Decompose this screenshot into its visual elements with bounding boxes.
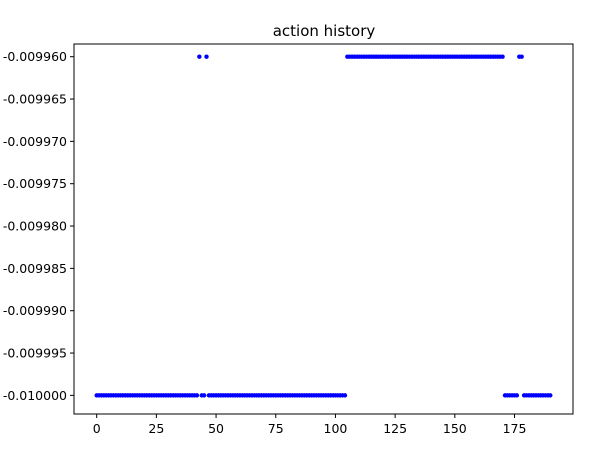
chart-title: action history [273, 22, 376, 40]
plot-area [74, 44, 573, 414]
y-tick-label: -0.009980 [3, 219, 67, 234]
data-point [514, 393, 520, 398]
data-point [197, 54, 202, 59]
data-points [94, 54, 553, 398]
x-axis-ticks: 0 25 50 75 100 125 150 175 [93, 414, 527, 436]
y-axis-ticks: -0.009960 -0.009965 -0.009970 -0.009975 -0.0… [3, 49, 74, 403]
x-tick-label: 100 [324, 421, 348, 436]
x-tick-label: 50 [208, 421, 224, 436]
x-tick-label: 150 [443, 421, 467, 436]
y-tick-label: -0.009985 [3, 261, 67, 276]
data-point [201, 393, 207, 398]
y-tick-label: -0.009990 [3, 303, 67, 318]
x-tick-label: 125 [383, 421, 407, 436]
data-point [519, 54, 524, 59]
x-tick-label: 0 [93, 421, 101, 436]
y-tick-label: -0.010000 [3, 388, 67, 403]
data-point [194, 393, 200, 398]
y-tick-label: -0.009995 [3, 346, 67, 361]
x-tick-label: 75 [268, 421, 284, 436]
y-tick-label: -0.009975 [3, 176, 67, 191]
x-tick-label: 25 [148, 421, 164, 436]
data-point [500, 54, 505, 59]
data-point [548, 393, 553, 398]
data-point [342, 393, 348, 398]
y-tick-label: -0.009970 [3, 134, 67, 149]
y-tick-label: -0.009965 [3, 92, 67, 107]
plot-frame [73, 43, 574, 415]
data-point [204, 54, 209, 59]
y-tick-label: -0.009960 [3, 49, 67, 64]
x-tick-label: 175 [503, 421, 527, 436]
